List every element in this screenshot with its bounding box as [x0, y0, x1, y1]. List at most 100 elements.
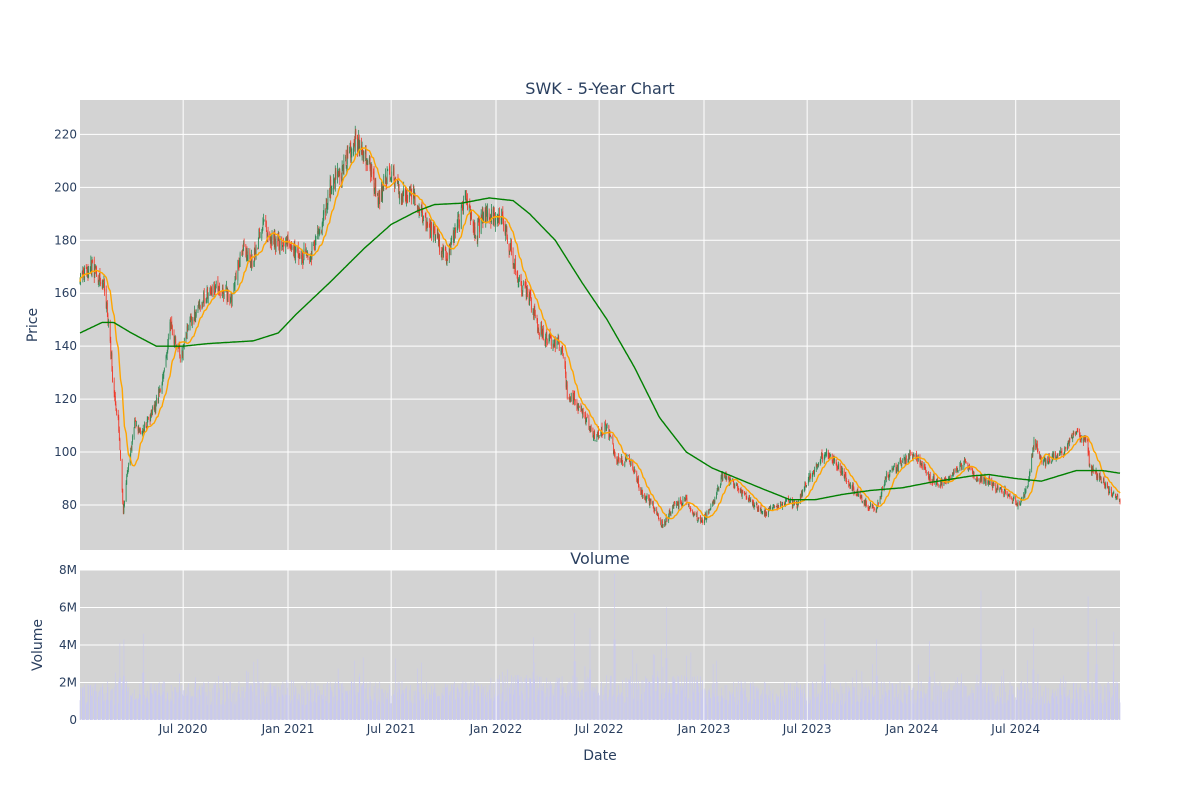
volume-bar: [139, 683, 141, 720]
candle-body: [150, 410, 152, 416]
volume-bar: [350, 681, 352, 720]
candle-body: [153, 407, 155, 409]
volume-bar: [215, 704, 217, 720]
volume-bar: [361, 686, 362, 720]
volume-bar: [878, 689, 879, 720]
volume-bar: [764, 681, 765, 720]
volume-bar: [904, 692, 905, 720]
volume-bar: [1013, 700, 1015, 720]
candle-body: [955, 468, 957, 473]
candle-body: [419, 209, 420, 213]
candle-body: [554, 340, 556, 347]
volume-bar: [601, 681, 602, 720]
volume-bar: [951, 690, 953, 720]
candle-body: [653, 507, 655, 511]
volume-bar: [834, 700, 835, 720]
candle-body: [640, 488, 642, 493]
candle-body: [823, 457, 825, 461]
volume-bar: [714, 696, 716, 720]
candle-body: [318, 231, 320, 236]
volume-bar: [113, 704, 115, 720]
candle-body: [1025, 488, 1027, 492]
candle-body: [219, 293, 221, 295]
volume-bar: [148, 702, 149, 720]
volume-bar: [999, 686, 1001, 720]
volume-bar: [891, 683, 893, 720]
volume-bar: [721, 687, 722, 720]
candle-body: [1048, 456, 1050, 464]
volume-bar: [845, 682, 847, 720]
candle-body: [636, 479, 638, 484]
volume-bar: [178, 697, 179, 720]
volume-bar: [453, 687, 455, 720]
volume-bar: [984, 686, 985, 720]
volume-bar: [622, 696, 624, 720]
volume-bar: [827, 683, 829, 720]
candle-body: [163, 371, 165, 377]
candle-body: [446, 255, 447, 263]
volume-bar: [373, 701, 374, 720]
candle-body: [888, 477, 890, 479]
candle-body: [602, 434, 604, 435]
volume-bar: [964, 704, 966, 720]
candle-body: [959, 464, 961, 471]
volume-bar: [582, 688, 583, 720]
candle-body: [99, 274, 100, 281]
candle-body: [900, 459, 901, 461]
candle-body: [617, 458, 619, 464]
volume-bar: [421, 687, 423, 720]
volume-bar: [402, 689, 404, 720]
volume-bar: [471, 703, 472, 720]
candle-body: [397, 176, 399, 186]
candle-body: [476, 235, 478, 239]
volume-bar: [289, 703, 291, 720]
volume-bar: [817, 696, 818, 720]
volume-bar: [121, 689, 123, 720]
volume-bar: [286, 679, 288, 720]
volume-bar: [923, 685, 925, 720]
candle-body: [638, 485, 640, 489]
volume-bar: [1109, 691, 1111, 720]
volume-bar: [546, 688, 548, 720]
volume-bar: [151, 683, 153, 720]
candle-body: [920, 462, 922, 466]
candle-body: [802, 492, 803, 495]
volume-bar: [99, 703, 101, 720]
volume-bar: [560, 694, 562, 720]
volume-bar: [740, 680, 742, 720]
candle-body: [261, 232, 263, 239]
volume-bar: [227, 698, 229, 720]
volume-bar: [403, 693, 404, 720]
candle-body: [768, 508, 769, 515]
candle-body: [750, 499, 752, 501]
candle-body: [721, 473, 723, 479]
candle-body: [537, 329, 539, 332]
candle-body: [146, 419, 148, 429]
candle-body: [1035, 439, 1037, 447]
candle-body: [1012, 501, 1014, 503]
volume-bar: [855, 701, 857, 720]
candle-body: [201, 306, 203, 309]
volume-bar: [389, 688, 391, 720]
volume-bar: [140, 694, 141, 720]
candle-body: [813, 471, 815, 474]
volume-bar: [92, 687, 93, 720]
candle-body: [428, 223, 430, 228]
candle-body: [829, 455, 831, 459]
volume-bar: [1057, 688, 1059, 720]
volume-bar: [518, 675, 520, 720]
volume-bar: [742, 688, 744, 720]
candle-body: [868, 508, 870, 510]
candle-body: [562, 353, 564, 357]
candle-body: [614, 450, 615, 454]
candle-body: [987, 481, 989, 484]
candle-body: [881, 488, 883, 494]
candle-body: [912, 456, 914, 459]
volume-bar: [138, 694, 140, 720]
candle-body: [887, 473, 889, 478]
candle-body: [1064, 447, 1066, 449]
candle-body: [549, 332, 551, 336]
volume-bar: [694, 676, 695, 720]
volume-bar: [1008, 700, 1009, 720]
volume-bar: [839, 682, 841, 720]
